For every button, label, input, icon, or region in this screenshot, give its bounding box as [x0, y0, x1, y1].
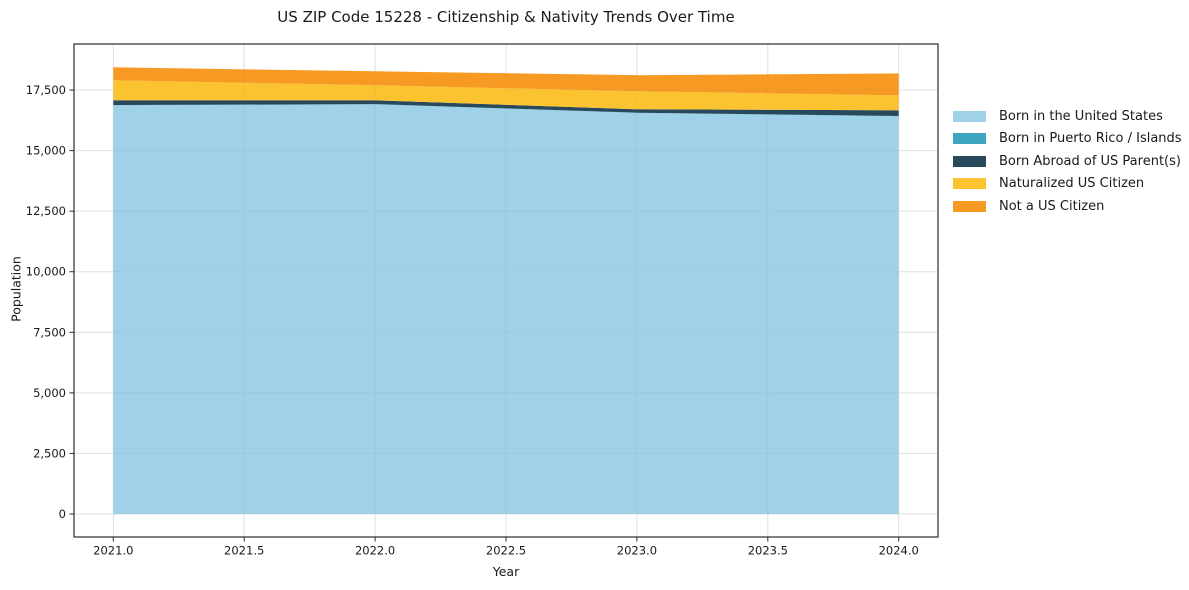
legend-swatch: [953, 155, 986, 167]
legend-swatch: [953, 133, 986, 145]
legend-swatch: [953, 110, 986, 122]
area-born-in-the-united-states: [113, 104, 899, 515]
legend-label: Born in the United States: [999, 108, 1163, 124]
x-tick-label: 2021.5: [224, 544, 264, 558]
area-naturalized-us-citizen: [113, 80, 899, 111]
x-axis-label: Year: [492, 564, 520, 579]
legend-label: Naturalized US Citizen: [999, 176, 1145, 192]
y-tick-label: 15,000: [26, 144, 66, 158]
area-not-a-us-citizen: [113, 67, 899, 96]
y-tick-label: 7,500: [33, 325, 66, 339]
legend-item: Born in Puerto Rico / Islands: [953, 128, 1182, 151]
y-axis-label: Population: [8, 256, 24, 322]
x-tick-label: 2021.0: [93, 544, 133, 558]
area-born-abroad-of-us-parent-s: [113, 100, 899, 116]
legend-item: Naturalized US Citizen: [953, 173, 1182, 196]
legend-item: Born in the United States: [953, 105, 1182, 128]
legend-item: Not a US Citizen: [953, 195, 1182, 218]
y-tick-label: 17,500: [26, 83, 66, 97]
x-tick-label: 2022.0: [355, 544, 395, 558]
legend-label: Born Abroad of US Parent(s): [999, 153, 1181, 169]
y-tick-label: 10,000: [26, 265, 66, 279]
legend-swatch: [953, 200, 986, 212]
x-tick-label: 2022.5: [486, 544, 526, 558]
legend-swatch: [953, 178, 986, 190]
legend-label: Not a US Citizen: [999, 198, 1105, 214]
y-tick-label: 5,000: [33, 386, 66, 400]
x-tick-label: 2023.5: [748, 544, 788, 558]
y-tick-label: 12,500: [26, 204, 66, 218]
chart-title: US ZIP Code 15228 - Citizenship & Nativi…: [277, 8, 735, 26]
legend-item: Born Abroad of US Parent(s): [953, 150, 1182, 173]
x-tick-label: 2023.0: [617, 544, 657, 558]
y-tick-label: 2,500: [33, 446, 66, 460]
y-tick-label: 0: [59, 507, 66, 521]
legend-label: Born in Puerto Rico / Islands: [999, 131, 1182, 147]
legend: Born in the United States Born in Puerto …: [953, 105, 1182, 218]
x-tick-label: 2024.0: [879, 544, 919, 558]
